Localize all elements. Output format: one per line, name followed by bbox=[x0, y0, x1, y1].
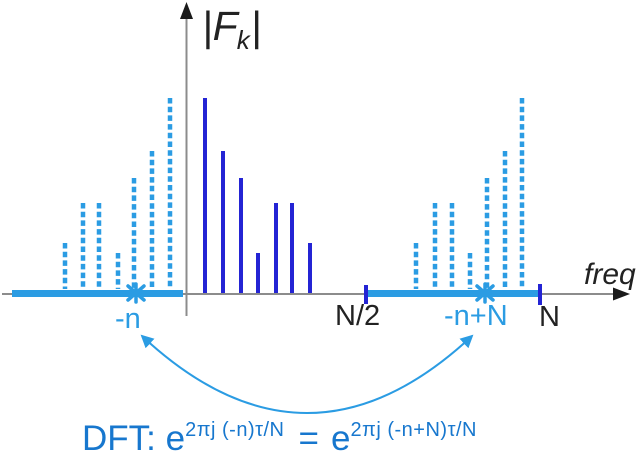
neg-n-plus-n-tick-label: -n+N bbox=[444, 300, 508, 332]
x-axis-label: freq bbox=[584, 258, 636, 291]
y-axis-label: |Fk| bbox=[202, 3, 262, 54]
marker-stroke bbox=[475, 284, 495, 302]
axis-ticks bbox=[364, 284, 542, 305]
y-axis-label-post: | bbox=[250, 3, 262, 49]
frequency-markers bbox=[126, 282, 495, 304]
formula-equals: = bbox=[298, 419, 319, 458]
formula-lead: DFT: e bbox=[82, 419, 186, 458]
equivalence-arrow-layer bbox=[140, 334, 474, 414]
y-axis-label-pre: |F bbox=[202, 3, 238, 49]
dft-formula: DFT: e2πj (-n)τ/N = e2πj (-n+N)τ/N bbox=[82, 420, 477, 456]
formula-exponent-1: 2πj (-n)τ/N bbox=[185, 419, 285, 441]
equivalence-arrow bbox=[140, 334, 474, 414]
y-axis-label-subscript: k bbox=[236, 25, 250, 55]
n-tick-label: N bbox=[539, 301, 560, 333]
axes bbox=[2, 2, 630, 316]
x-axis-arrowhead-icon bbox=[613, 287, 630, 301]
marker-stroke bbox=[126, 284, 146, 302]
y-axis-arrowhead-icon bbox=[180, 2, 193, 19]
neg-n-marker-icon bbox=[126, 282, 146, 304]
neg-n-tick-label: -n bbox=[115, 303, 141, 335]
spectral-bars bbox=[62, 98, 525, 293]
formula-exponent-2: 2πj (-n+N)τ/N bbox=[350, 419, 477, 441]
half-n-tick-label: N/2 bbox=[335, 300, 381, 332]
neg-n-plus-n-marker-icon bbox=[475, 282, 495, 304]
formula-base-2: e bbox=[330, 419, 351, 458]
